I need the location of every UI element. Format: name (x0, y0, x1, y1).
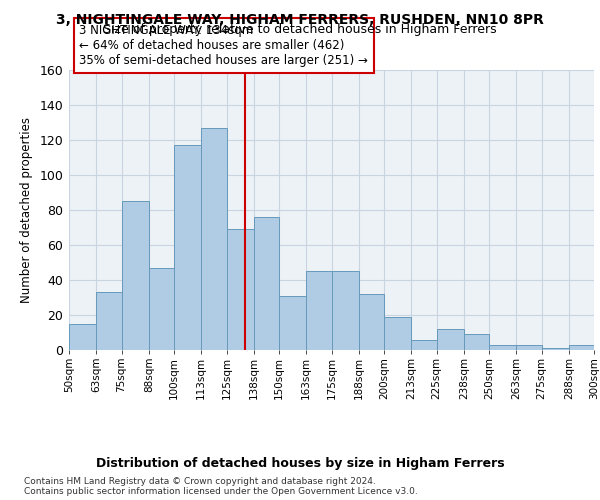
Text: 3 NIGHTINGALE WAY: 134sqm
← 64% of detached houses are smaller (462)
35% of semi: 3 NIGHTINGALE WAY: 134sqm ← 64% of detac… (79, 24, 368, 67)
Bar (359, 294, 384, 350)
Text: 3, NIGHTINGALE WAY, HIGHAM FERRERS, RUSHDEN, NN10 8PR: 3, NIGHTINGALE WAY, HIGHAM FERRERS, RUSH… (56, 12, 544, 26)
Bar (517, 345, 542, 350)
Bar (384, 317, 412, 350)
Bar (121, 201, 149, 350)
Text: Distribution of detached houses by size in Higham Ferrers: Distribution of detached houses by size … (95, 458, 505, 470)
Bar (412, 340, 437, 350)
Bar (279, 296, 307, 350)
Bar (542, 348, 569, 350)
Text: Contains HM Land Registry data © Crown copyright and database right 2024.: Contains HM Land Registry data © Crown c… (24, 478, 376, 486)
Bar (569, 345, 594, 350)
Y-axis label: Number of detached properties: Number of detached properties (20, 117, 32, 303)
Bar (202, 128, 227, 350)
Bar (331, 271, 359, 350)
Bar (254, 217, 279, 350)
Bar (489, 345, 516, 350)
Text: Size of property relative to detached houses in Higham Ferrers: Size of property relative to detached ho… (103, 22, 497, 36)
Bar (174, 145, 202, 350)
Text: Contains public sector information licensed under the Open Government Licence v3: Contains public sector information licen… (24, 488, 418, 496)
Bar (69, 324, 96, 350)
Bar (227, 229, 254, 350)
Bar (97, 292, 122, 350)
Bar (437, 329, 464, 350)
Bar (149, 268, 174, 350)
Bar (307, 271, 331, 350)
Bar (464, 334, 489, 350)
